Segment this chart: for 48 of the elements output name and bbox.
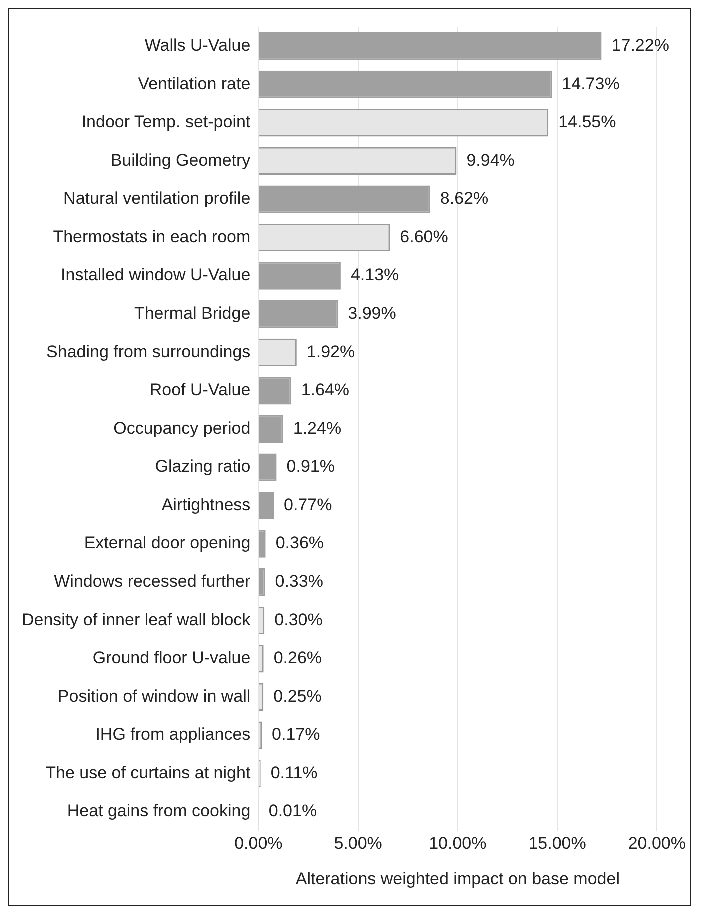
x-tick-label: 10.00% — [429, 834, 487, 854]
data-label: 6.60% — [400, 227, 448, 246]
data-label: 0.30% — [274, 610, 323, 630]
y-tick-label: Density of inner leaf wall block — [22, 610, 252, 630]
y-tick-label: Indoor Temp. set-point — [82, 112, 251, 132]
x-tick-label: 5.00% — [334, 834, 382, 854]
y-tick-label: Installed window U-Value — [61, 266, 251, 285]
y-tick-label: Roof U-Value — [150, 380, 251, 400]
data-label: 0.11% — [270, 763, 318, 782]
data-label: 8.62% — [440, 189, 489, 208]
y-tick-label: Natural ventilation profile — [64, 189, 251, 208]
data-label: 1.24% — [293, 418, 342, 438]
data-label: 1.64% — [301, 380, 350, 400]
x-tick-label: 0.00% — [234, 834, 283, 854]
data-label: 14.73% — [562, 74, 620, 94]
y-tick-label: Walls U-Value — [144, 36, 251, 56]
y-tick-label: External door opening — [84, 534, 251, 553]
x-tick-label: 15.00% — [528, 834, 586, 854]
y-tick-label: Heat gains from cooking — [67, 802, 251, 821]
data-label: 0.36% — [276, 534, 324, 553]
data-label: 1.92% — [306, 342, 356, 362]
data-label: 0.17% — [272, 725, 320, 744]
y-tick-label: Ventilation rate — [138, 74, 251, 94]
data-label: 0.26% — [274, 648, 322, 668]
x-axis-title: Alterations weighted impact on base model — [296, 869, 620, 888]
y-tick-label: Occupancy period — [114, 418, 251, 438]
data-label: 0.33% — [275, 572, 324, 592]
y-tick-label: Thermal Bridge — [134, 304, 251, 324]
y-tick-label: Position of window in wall — [58, 686, 251, 706]
y-tick-label: IHG from appliances — [96, 725, 251, 744]
data-label: 17.22% — [612, 36, 670, 56]
y-tick-label: Windows recessed further — [54, 572, 251, 592]
data-label: 4.13% — [350, 266, 400, 285]
y-tick-label: Thermostats in each room — [53, 227, 251, 246]
data-label: 14.55% — [558, 112, 616, 132]
data-label: 0.01% — [268, 802, 318, 821]
y-tick-label: Shading from surroundings — [46, 342, 251, 362]
data-label: 0.25% — [274, 686, 322, 706]
data-label: 9.94% — [466, 150, 515, 170]
y-tick-label: Airtightness — [162, 495, 251, 514]
y-tick-label: Ground floor U-value — [92, 648, 251, 668]
x-tick-label: 20.00% — [628, 834, 686, 854]
y-tick-label: The use of curtains at night — [46, 763, 251, 782]
data-label: 0.91% — [286, 457, 335, 476]
y-tick-label: Building Geometry — [110, 150, 252, 170]
y-tick-label: Glazing ratio — [155, 457, 251, 476]
data-label: 0.77% — [284, 495, 332, 514]
data-label: 3.99% — [348, 304, 396, 324]
